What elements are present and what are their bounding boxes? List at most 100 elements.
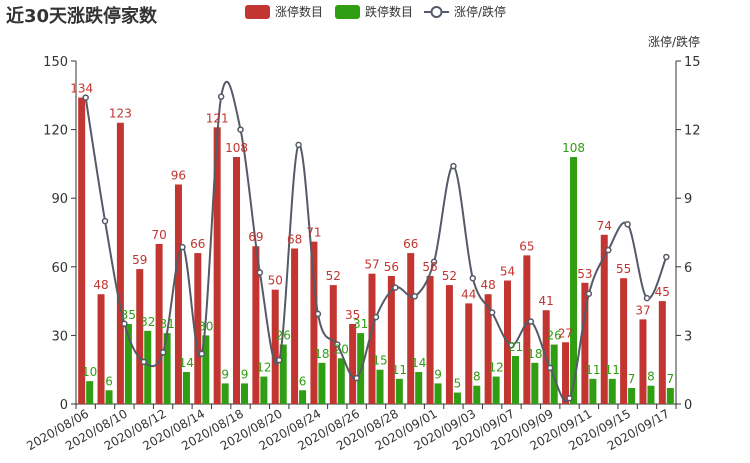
ratio-point[interactable] <box>314 310 322 318</box>
ratio-point[interactable] <box>488 309 496 316</box>
bar-limit-down[interactable] <box>260 376 268 404</box>
legend-label-limit-up[interactable]: 涨停数目 <box>275 4 323 19</box>
bar-limit-down[interactable] <box>492 376 500 404</box>
legend[interactable]: 涨停数目 跌停数目 涨停/跌停 <box>245 4 506 19</box>
ratio-point[interactable] <box>179 243 186 251</box>
data-label-limit-up: 74 <box>597 219 612 233</box>
bar-limit-down[interactable] <box>511 355 519 404</box>
ratio-point[interactable] <box>605 246 612 254</box>
legend-swatch-ratio-marker[interactable] <box>430 6 443 18</box>
ratio-point[interactable] <box>275 356 283 364</box>
legend-label-limit-down[interactable]: 跌停数目 <box>365 4 413 19</box>
ratio-point[interactable] <box>392 284 399 291</box>
bar-limit-up[interactable] <box>639 319 647 404</box>
ratio-point[interactable] <box>372 313 380 321</box>
bar-limit-up[interactable] <box>213 127 221 405</box>
bar-limit-up[interactable] <box>484 294 492 404</box>
bar-limit-up[interactable] <box>271 289 279 404</box>
bar-limit-down[interactable] <box>182 371 190 404</box>
ratio-point[interactable] <box>624 221 631 228</box>
bar-limit-down[interactable] <box>318 362 326 404</box>
bar-limit-down[interactable] <box>144 330 152 404</box>
bar-limit-up[interactable] <box>194 253 202 404</box>
legend-swatch-limit-down[interactable] <box>335 5 360 19</box>
bar-limit-down[interactable] <box>550 344 558 404</box>
bar-limit-down[interactable] <box>105 390 113 404</box>
bar-limit-down[interactable] <box>608 378 616 404</box>
bar-limit-down[interactable] <box>570 157 578 404</box>
bar-limit-down[interactable] <box>221 383 229 404</box>
ratio-point[interactable] <box>527 318 535 325</box>
bar-limit-up[interactable] <box>523 255 531 404</box>
ratio-point[interactable] <box>198 350 206 357</box>
bar-limit-up[interactable] <box>426 275 434 404</box>
ratio-point[interactable] <box>469 274 477 282</box>
bar-limit-down[interactable] <box>531 362 539 404</box>
bar-limit-up[interactable] <box>116 122 124 405</box>
ratio-point[interactable] <box>450 162 457 170</box>
bar-limit-up[interactable] <box>581 282 589 404</box>
bar-limit-down[interactable] <box>86 381 94 404</box>
legend-label-ratio[interactable]: 涨停/跌停 <box>454 4 506 19</box>
bar-limit-up[interactable] <box>349 323 357 404</box>
bar-limit-up[interactable] <box>252 246 260 404</box>
bar-limit-down[interactable] <box>589 378 597 404</box>
bar-limit-down[interactable] <box>628 387 636 404</box>
ratio-point[interactable] <box>140 358 147 366</box>
bar-limit-up[interactable] <box>407 253 415 404</box>
ratio-point[interactable] <box>295 141 302 149</box>
bar-limit-up[interactable] <box>387 275 395 404</box>
bar-limit-up[interactable] <box>562 342 570 404</box>
bar-limit-down[interactable] <box>453 392 461 404</box>
ratio-point[interactable] <box>663 253 670 261</box>
bar-limit-up[interactable] <box>155 243 163 404</box>
ratio-point[interactable] <box>334 341 341 348</box>
bar-limit-down[interactable] <box>647 385 655 404</box>
bar-limit-up[interactable] <box>310 241 318 404</box>
bar-limit-up[interactable] <box>465 303 473 404</box>
bar-limit-down[interactable] <box>473 385 481 404</box>
ratio-point[interactable] <box>121 320 128 327</box>
bar-limit-up[interactable] <box>78 97 86 404</box>
ratio-point[interactable] <box>643 294 651 302</box>
bar-limit-up[interactable] <box>620 278 628 404</box>
ratio-point[interactable] <box>566 395 573 402</box>
bar-limit-up[interactable] <box>136 269 144 404</box>
bar-limit-up[interactable] <box>291 248 299 404</box>
bar-limit-up[interactable] <box>368 273 376 404</box>
ratio-point[interactable] <box>256 269 264 276</box>
ratio-point[interactable] <box>508 341 515 349</box>
bar-limit-down[interactable] <box>395 378 403 404</box>
legend-swatch-limit-up[interactable] <box>245 5 270 19</box>
bar-limit-down[interactable] <box>299 390 307 404</box>
bar-limit-up[interactable] <box>658 301 666 404</box>
bar-limit-down[interactable] <box>163 333 171 404</box>
bar-limit-down[interactable] <box>124 323 132 404</box>
bar-limit-up[interactable] <box>97 294 105 404</box>
ratio-point[interactable] <box>82 94 89 101</box>
bar-limit-up[interactable] <box>600 234 608 404</box>
ratio-point[interactable] <box>159 349 167 356</box>
data-label-limit-up: 56 <box>422 260 437 274</box>
bar-limit-up[interactable] <box>329 285 337 404</box>
bar-limit-down[interactable] <box>279 344 287 404</box>
ratio-point[interactable] <box>217 93 225 100</box>
bar-limit-down[interactable] <box>666 387 674 404</box>
data-label-limit-down: 26 <box>276 329 291 343</box>
bar-limit-down[interactable] <box>241 383 249 404</box>
ratio-point[interactable] <box>411 293 418 300</box>
bar-limit-up[interactable] <box>174 184 182 404</box>
bar-limit-down[interactable] <box>337 358 345 404</box>
bar-limit-down[interactable] <box>415 371 423 404</box>
bar-limit-down[interactable] <box>376 369 384 404</box>
ratio-point[interactable] <box>237 126 244 133</box>
ratio-point[interactable] <box>430 258 438 266</box>
bar-limit-up[interactable] <box>445 285 453 404</box>
bar-limit-down[interactable] <box>434 383 442 404</box>
bar-limit-up[interactable] <box>233 157 241 404</box>
ratio-point[interactable] <box>353 374 360 382</box>
bar-limit-down[interactable] <box>202 335 210 404</box>
ratio-point[interactable] <box>585 290 593 298</box>
ratio-point[interactable] <box>546 364 554 372</box>
ratio-point[interactable] <box>101 217 109 225</box>
